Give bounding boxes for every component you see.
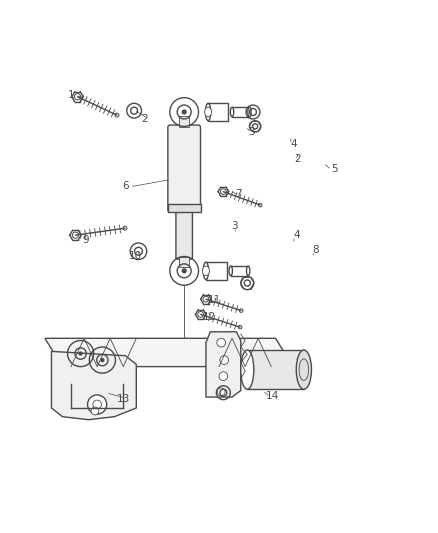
Circle shape: [78, 351, 83, 356]
Ellipse shape: [241, 350, 254, 389]
Polygon shape: [45, 338, 293, 367]
Text: 1: 1: [68, 90, 74, 100]
Polygon shape: [51, 351, 136, 419]
Circle shape: [88, 395, 107, 414]
Circle shape: [100, 358, 105, 362]
Circle shape: [219, 372, 228, 381]
Text: 4: 4: [293, 230, 300, 240]
Bar: [168, 204, 201, 212]
Bar: [179, 116, 189, 127]
Bar: [179, 257, 189, 266]
Bar: [206, 262, 227, 279]
Bar: [232, 107, 250, 117]
Ellipse shape: [202, 266, 209, 276]
Ellipse shape: [248, 107, 251, 117]
Polygon shape: [206, 332, 241, 397]
Text: 10: 10: [129, 251, 142, 261]
FancyBboxPatch shape: [168, 125, 201, 212]
Ellipse shape: [203, 262, 208, 279]
Text: 14: 14: [265, 391, 279, 401]
Circle shape: [182, 268, 187, 273]
Text: 2: 2: [142, 114, 148, 124]
Text: 6: 6: [122, 181, 129, 191]
Bar: [231, 266, 248, 276]
Circle shape: [91, 407, 99, 415]
Text: 2: 2: [294, 154, 300, 164]
Text: 7: 7: [235, 189, 242, 199]
Text: 12: 12: [203, 312, 216, 321]
Ellipse shape: [230, 107, 234, 117]
Bar: [247, 350, 304, 389]
Ellipse shape: [229, 266, 233, 276]
Text: 3: 3: [231, 221, 237, 231]
Text: 8: 8: [312, 245, 319, 255]
Ellipse shape: [205, 103, 211, 120]
Circle shape: [217, 388, 225, 396]
Text: 3: 3: [248, 126, 255, 136]
Ellipse shape: [296, 350, 311, 389]
Text: 11: 11: [208, 295, 221, 305]
Text: 5: 5: [331, 164, 338, 174]
Bar: [208, 103, 228, 120]
Circle shape: [220, 356, 229, 365]
Ellipse shape: [205, 107, 212, 117]
Circle shape: [182, 109, 187, 115]
Circle shape: [217, 338, 226, 347]
Text: 9: 9: [82, 236, 89, 245]
FancyBboxPatch shape: [176, 206, 192, 259]
Text: 4: 4: [290, 139, 297, 149]
Text: 13: 13: [117, 394, 130, 404]
Ellipse shape: [247, 266, 250, 276]
